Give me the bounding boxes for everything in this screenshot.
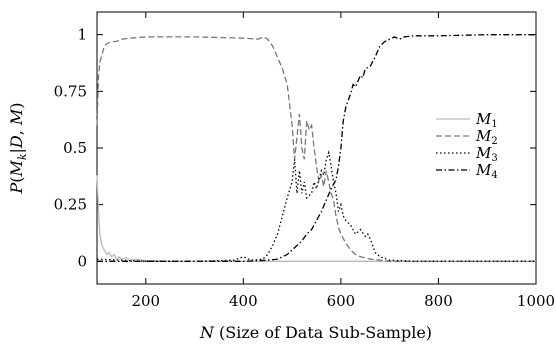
legend-label-m1: M1 — [475, 110, 498, 130]
legend-label-m4: M4 — [475, 161, 498, 181]
series-line-m2 — [96, 36, 536, 262]
x-axis-label: N (Size of Data Sub-Sample) — [199, 323, 432, 342]
x-tick-label: 200 — [131, 292, 160, 310]
y-tick-label: 0.25 — [54, 196, 87, 214]
legend-label-m2: M2 — [475, 127, 498, 147]
series-group — [96, 34, 536, 262]
x-tick-label: 400 — [229, 292, 258, 310]
y-tick-label: 0.75 — [54, 82, 87, 100]
x-tick-label: 600 — [327, 292, 356, 310]
x-tick-label: 800 — [424, 292, 453, 310]
y-axis-label: P(Mk|D, M) — [7, 102, 29, 194]
series-line-m4 — [97, 34, 536, 262]
axis-ticks: 200 400 600 800 1000 0 0.25 0.5 0.75 1 — [54, 12, 555, 310]
y-tick-label: 0 — [77, 252, 87, 270]
series-line-m1 — [96, 175, 536, 262]
legend-label-m3: M3 — [475, 144, 498, 164]
plot-frame — [96, 11, 537, 285]
y-tick-label: 0.5 — [63, 139, 87, 157]
y-tick-label: 1 — [77, 26, 87, 44]
x-tick-label: 1000 — [517, 292, 555, 310]
